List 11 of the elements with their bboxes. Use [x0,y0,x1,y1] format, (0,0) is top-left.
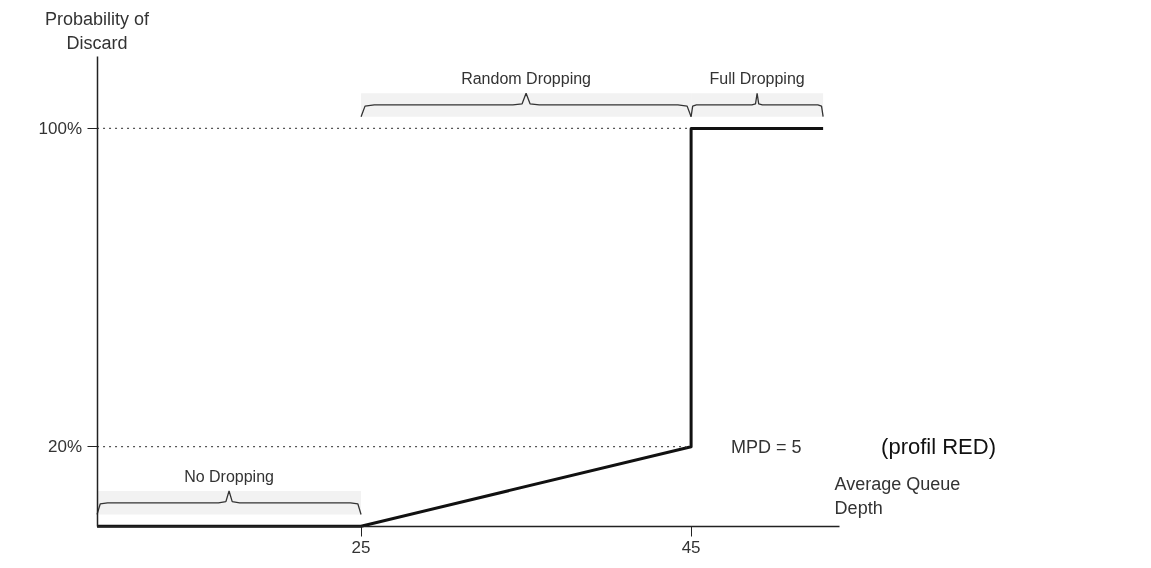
x-tick-label: 25 [351,538,371,558]
text: (profil RED) [881,434,997,460]
x-axis-title: Average Queue Depth [834,474,961,519]
band-label: Full Dropping [709,70,805,88]
band-label: No Dropping [184,468,274,486]
y-tick-label: 20% [48,437,83,457]
y-axis-title: Probability of Discard [45,8,151,53]
band-label: Random Dropping [461,70,592,88]
annotation: MPD = 5 [731,436,802,457]
x-tick-label: 45 [681,538,701,558]
y-tick-label: 100% [38,118,83,138]
